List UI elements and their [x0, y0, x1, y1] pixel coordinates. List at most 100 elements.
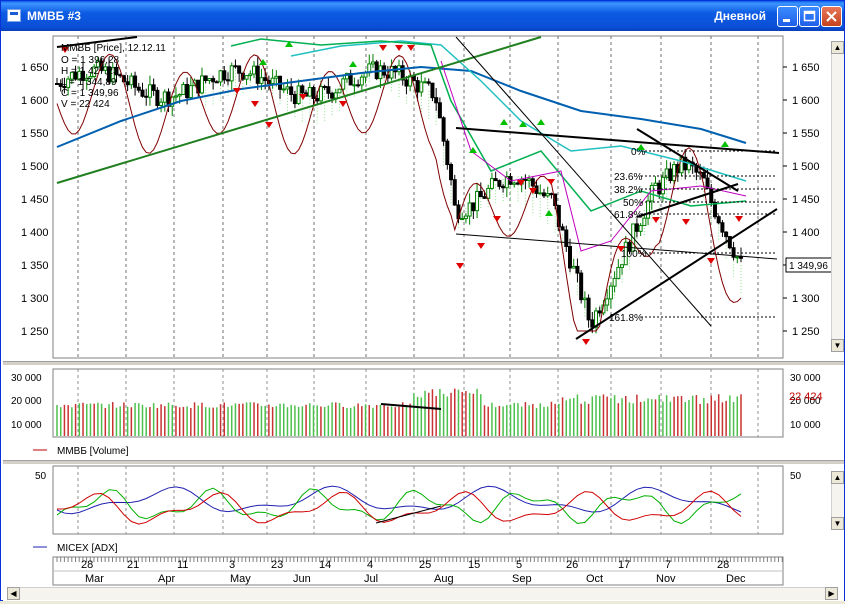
candle-down — [222, 70, 227, 81]
minimize-button[interactable] — [777, 6, 798, 27]
minimize-icon — [783, 19, 790, 22]
candle-up — [359, 76, 364, 86]
candle-down — [523, 178, 528, 181]
candle-down — [356, 84, 361, 87]
candle-down — [627, 241, 632, 252]
price-y-tick-right: 1 250 — [792, 326, 820, 338]
candle-up — [582, 297, 587, 301]
candle-up — [545, 193, 550, 197]
candle-down — [497, 180, 502, 187]
volume-y-tick-left: 10 000 — [11, 420, 42, 431]
buy-signal-icon — [721, 141, 729, 147]
candle-down — [434, 97, 439, 104]
sell-signal-icon — [493, 216, 501, 222]
panel-separator-2[interactable] — [3, 460, 844, 464]
volume-y-tick-right: 30 000 — [790, 373, 821, 384]
volume-trendline — [380, 403, 442, 410]
close-button[interactable] — [821, 6, 842, 27]
candle-up — [84, 77, 89, 81]
time-day-label: 14 — [319, 559, 331, 571]
chart-area[interactable]: 1 650 1 650 1 600 1 600 1 550 1 550 1 500 1 500… — [3, 31, 844, 601]
buy-signal-icon — [519, 121, 527, 127]
candle-up — [504, 176, 509, 189]
price-scroll-up-button[interactable]: ▲ — [831, 41, 844, 54]
price-y-tick-right: 1 600 — [792, 95, 820, 107]
candle-up — [642, 217, 647, 227]
candle-up — [188, 85, 193, 99]
price-scroll-down-button[interactable]: ▼ — [831, 339, 844, 352]
price-y-tick-right: 1 550 — [792, 128, 820, 140]
buy-signal-icon — [469, 147, 477, 153]
maximize-button[interactable] — [799, 6, 820, 27]
candle-up — [170, 96, 175, 107]
adx-scroll-up-button[interactable]: ▲ — [831, 471, 844, 484]
candle-down — [374, 61, 379, 80]
candle-up — [605, 298, 610, 306]
last-price-label: 1 349,96 — [789, 261, 828, 272]
volume-y-tick-left: 20 000 — [11, 396, 42, 407]
ohlc-value-2: L = 1 344,89 — [61, 77, 117, 88]
candle-down — [560, 226, 565, 231]
candle-down — [716, 216, 721, 224]
price-ticker-label: ММВБ [Price], 12.12.11 — [61, 43, 166, 54]
candle-up — [352, 84, 357, 87]
candle-up — [129, 75, 134, 86]
candle-down — [81, 70, 86, 81]
candle-up — [252, 65, 257, 75]
time-day-label: 15 — [468, 559, 480, 571]
title-bar[interactable]: ММВБ #3 Дневной — [1, 1, 844, 31]
panel-separator-1[interactable] — [3, 361, 844, 365]
buy-signal-icon — [349, 61, 357, 67]
candle-up — [244, 75, 249, 80]
candle-down — [705, 177, 710, 189]
candle-up — [281, 88, 286, 91]
sell-signal-icon — [251, 101, 259, 107]
price-y-tick-left: 1 400 — [21, 227, 49, 239]
trendline-support — [575, 208, 778, 340]
time-month-label: Sep — [512, 573, 532, 585]
candle-up — [646, 200, 651, 219]
candle-down — [214, 81, 219, 84]
ohlc-value-1: H = 1 427,23 — [61, 66, 119, 77]
candle-up — [672, 164, 677, 182]
candle-down — [311, 87, 316, 99]
time-day-label: 5 — [516, 559, 522, 571]
chart-canvas[interactable]: 1 650 1 650 1 600 1 600 1 550 1 550 1 500 1 500… — [3, 31, 844, 601]
sell-signal-icon — [682, 219, 690, 225]
candle-down — [501, 185, 506, 189]
candle-down — [114, 66, 119, 76]
volume-y-tick-left: 30 000 — [11, 373, 42, 384]
adx-scrollbar-track[interactable] — [831, 484, 844, 517]
adx-panel-frame — [52, 465, 784, 535]
candle-down — [415, 80, 420, 93]
time-day-label: 23 — [271, 559, 283, 571]
adx-trendline — [375, 505, 442, 524]
time-scrollbar-track[interactable] — [20, 587, 825, 600]
time-month-label: May — [230, 573, 251, 585]
candle-down — [568, 246, 572, 269]
time-day-label: 28 — [81, 559, 93, 571]
time-scroll-right-button[interactable]: ▶ — [825, 587, 838, 600]
candle-up — [616, 266, 621, 279]
buy-signal-icon — [285, 41, 293, 47]
candle-down — [107, 66, 112, 83]
price-scrollbar-track[interactable] — [831, 54, 844, 339]
candle-down — [55, 83, 59, 85]
time-day-label: 17 — [618, 559, 630, 571]
adx-line — [56, 485, 742, 515]
sell-signal-icon — [407, 45, 415, 51]
candle-down — [125, 81, 130, 86]
adx-scroll-down-button[interactable]: ▼ — [831, 517, 844, 530]
candle-up — [571, 265, 576, 269]
candle-up — [162, 91, 167, 103]
sell-signal-icon — [233, 88, 241, 94]
candle-up — [270, 77, 275, 84]
candle-up — [538, 192, 543, 195]
time-scroll-left-button[interactable]: ◀ — [7, 587, 20, 600]
candle-up — [285, 86, 290, 90]
candle-up — [638, 225, 643, 232]
moving-average-blue — [56, 65, 747, 148]
sell-signal-icon — [299, 94, 307, 100]
candle-down — [155, 89, 160, 106]
buy-signal-icon — [259, 59, 267, 65]
